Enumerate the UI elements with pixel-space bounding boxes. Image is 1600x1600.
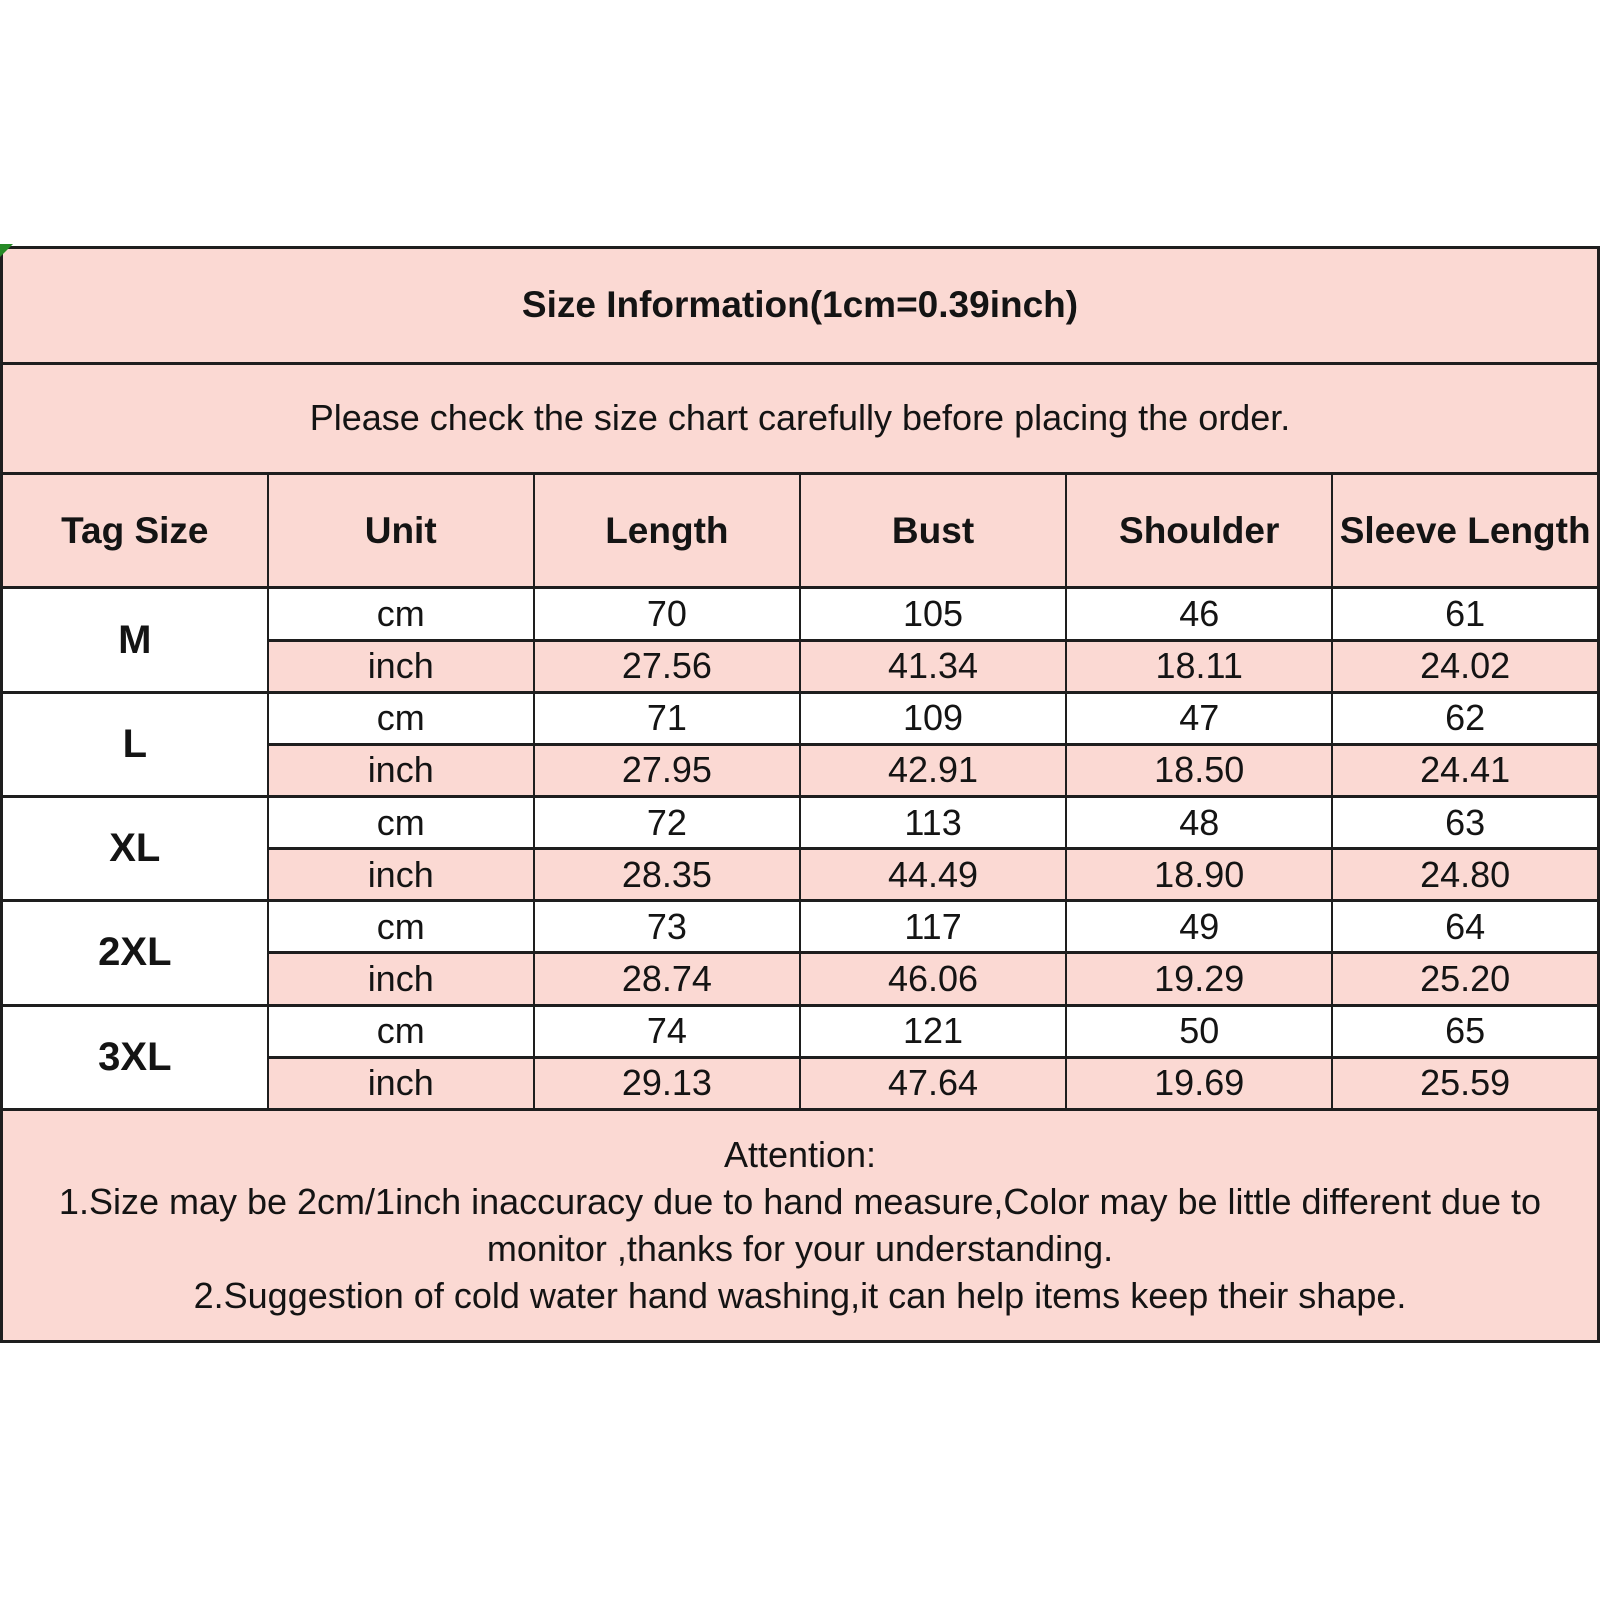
attention-row: Attention: 1.Size may be 2cm/1inch inacc…: [0, 1107, 1600, 1342]
cell-value: 41.34: [798, 638, 1068, 694]
cell-value: 46.06: [798, 951, 1068, 1007]
table-row-l-cm: L cm 71 109 47 62: [0, 690, 1600, 799]
cell-value: 50: [1065, 1003, 1334, 1059]
tag-size-2xl: 2XL: [0, 899, 269, 1007]
table-row-m-inch: inch 27.56 41.34 18.11 24.02: [2, 638, 1600, 694]
cell-value: 25.59: [1331, 1055, 1600, 1111]
cell-value: 47.64: [798, 1055, 1068, 1111]
cell-value: 18.11: [1065, 638, 1334, 694]
header-sleeve-length: Sleeve Length: [1331, 471, 1600, 590]
cell-value: 49: [1065, 899, 1334, 955]
size-chart-table: Size Information(1cm=0.39inch) Please ch…: [0, 246, 1600, 1343]
table-row-m-cm: M cm 70 105 46 61: [0, 586, 1600, 694]
cell-value: 74: [532, 1003, 801, 1059]
cell-value: 73: [532, 899, 801, 955]
header-unit: Unit: [266, 471, 535, 590]
cell-value: 42.91: [798, 742, 1068, 799]
cell-value: 65: [1331, 1003, 1600, 1059]
cell-value: 18.50: [1065, 742, 1334, 799]
unit-cm-label: cm: [266, 586, 535, 642]
tag-size-l: L: [0, 690, 269, 799]
attention-line-1: 1.Size may be 2cm/1inch inaccuracy due t…: [58, 1181, 1542, 1223]
cell-value: 117: [798, 899, 1068, 955]
green-corner-marker-icon: [0, 244, 13, 259]
unit-cm-label: cm: [266, 899, 535, 955]
attention-line-2: 2.Suggestion of cold water hand washing,…: [193, 1275, 1407, 1317]
cell-value: 72: [532, 795, 801, 851]
cell-value: 18.90: [1065, 847, 1334, 903]
cell-value: 24.80: [1331, 847, 1600, 903]
attention-note: Attention: 1.Size may be 2cm/1inch inacc…: [0, 1107, 1600, 1342]
header-row: Tag Size Unit Length Bust Shoulder Sleev…: [0, 471, 1600, 590]
cell-value: 28.74: [532, 951, 801, 1007]
cell-value: 70: [532, 586, 801, 642]
cell-value: 27.56: [532, 638, 801, 694]
table-row-l-inch: inch 27.95 42.91 18.50 24.41: [2, 742, 1600, 799]
cell-value: 19.69: [1065, 1055, 1334, 1111]
cell-value: 29.13: [532, 1055, 801, 1111]
header-shoulder: Shoulder: [1065, 471, 1334, 590]
cell-value: 44.49: [798, 847, 1068, 903]
table-row-2xl-inch: inch 28.74 46.06 19.29 25.20: [2, 951, 1600, 1007]
subtitle-text: Please check the size chart carefully be…: [0, 361, 1600, 475]
attention-heading: Attention:: [723, 1134, 877, 1176]
cell-value: 24.41: [1331, 742, 1600, 799]
cell-value: 27.95: [532, 742, 801, 799]
cell-value: 46: [1065, 586, 1334, 642]
unit-inch-label: inch: [266, 951, 535, 1007]
table-row-3xl-inch: inch 29.13 47.64 19.69 25.59: [2, 1055, 1600, 1111]
cell-value: 24.02: [1331, 638, 1600, 694]
unit-inch-label: inch: [266, 638, 535, 694]
unit-inch-label: inch: [266, 847, 535, 903]
unit-cm-label: cm: [266, 690, 535, 746]
cell-value: 64: [1331, 899, 1600, 955]
attention-line-1-wrap: monitor ,thanks for your understanding.: [486, 1228, 1114, 1270]
cell-value: 113: [798, 795, 1068, 851]
table-row-xl-inch: inch 28.35 44.49 18.90 24.80: [2, 847, 1600, 903]
cell-value: 109: [798, 690, 1068, 746]
subtitle-row: Please check the size chart carefully be…: [0, 361, 1600, 475]
unit-cm-label: cm: [266, 1003, 535, 1059]
cell-value: 71: [532, 690, 801, 746]
header-length: Length: [532, 471, 801, 590]
header-bust: Bust: [798, 471, 1068, 590]
cell-value: 28.35: [532, 847, 801, 903]
size-chart-sheet: Size Information(1cm=0.39inch) Please ch…: [0, 244, 1600, 1343]
cell-value: 121: [798, 1003, 1068, 1059]
cell-value: 19.29: [1065, 951, 1334, 1007]
unit-cm-label: cm: [266, 795, 535, 851]
title-row: Size Information(1cm=0.39inch): [0, 247, 1600, 365]
cell-value: 48: [1065, 795, 1334, 851]
cell-value: 63: [1331, 795, 1600, 851]
header-tag-size: Tag Size: [0, 471, 269, 590]
table-row-xl-cm: XL cm 72 113 48 63: [0, 795, 1600, 903]
cell-value: 61: [1331, 586, 1600, 642]
unit-inch-label: inch: [266, 742, 535, 799]
tag-size-xl: XL: [0, 795, 269, 903]
cell-value: 47: [1065, 690, 1334, 746]
cell-value: 62: [1331, 690, 1600, 746]
table-row-2xl-cm: 2XL cm 73 117 49 64: [0, 899, 1600, 1007]
table-row-3xl-cm: 3XL cm 74 121 50 65: [0, 1003, 1600, 1111]
tag-size-3xl: 3XL: [0, 1003, 269, 1111]
cell-value: 25.20: [1331, 951, 1600, 1007]
cell-value: 105: [798, 586, 1068, 642]
unit-inch-label: inch: [266, 1055, 535, 1111]
tag-size-m: M: [0, 586, 269, 694]
page-title: Size Information(1cm=0.39inch): [0, 247, 1600, 365]
